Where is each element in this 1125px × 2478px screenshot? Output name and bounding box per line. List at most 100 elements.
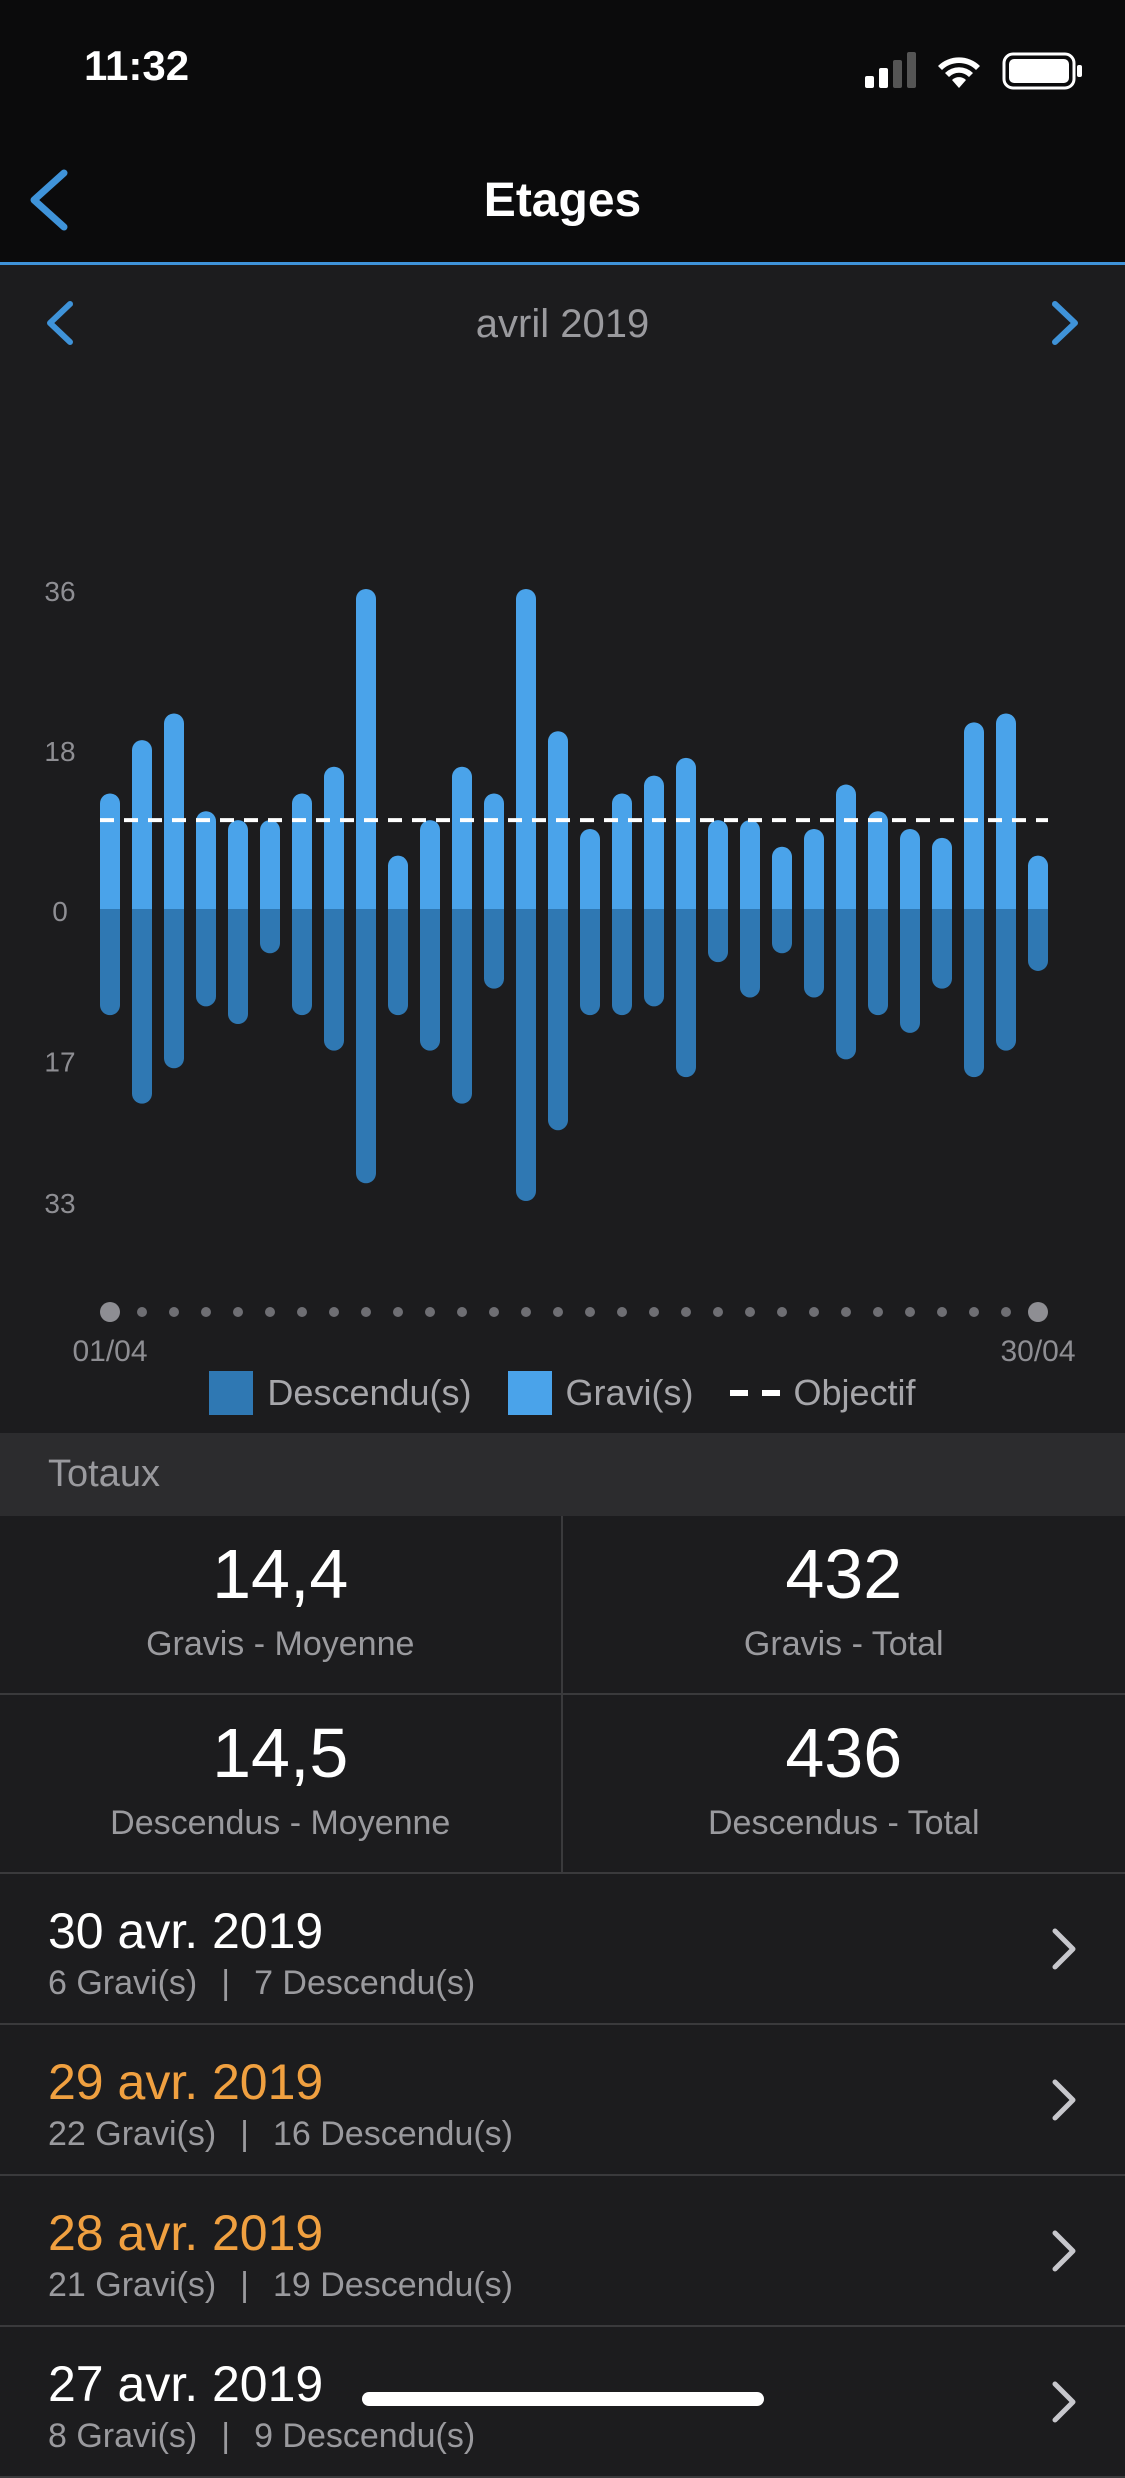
stat-climbed-average: 14,4 Gravis - Moyenne [0, 1516, 563, 1695]
legend-goal-dash [730, 1390, 780, 1396]
totals-header: Totaux [0, 1433, 1125, 1516]
day-climbed: 21 Gravi(s) [48, 2266, 216, 2304]
bar-climbed [612, 793, 632, 909]
bar-climbed [740, 820, 760, 909]
totals-grid: 14,4 Gravis - Moyenne 432 Gravis - Total… [0, 1516, 1125, 1874]
bar-descended [132, 909, 152, 1104]
bar-climbed [804, 829, 824, 909]
x-axis-dot[interactable] [457, 1307, 467, 1317]
bar-descended [420, 909, 440, 1051]
x-axis-dot[interactable] [297, 1307, 307, 1317]
day-descended: 19 Descendu(s) [273, 2266, 513, 2304]
bar-climbed [356, 589, 376, 909]
bar-descended [196, 909, 216, 1006]
bar-descended [324, 909, 344, 1051]
bar-descended [356, 909, 376, 1183]
legend-descended-label: Descendu(s) [267, 1372, 471, 1414]
day-date: 27 avr. 2019 [48, 2355, 323, 2413]
x-axis-dot[interactable] [553, 1307, 563, 1317]
bar-descended [996, 909, 1016, 1051]
bar-climbed [388, 856, 408, 909]
day-separator: | [240, 2115, 249, 2153]
day-descended: 16 Descendu(s) [273, 2115, 513, 2153]
x-axis-dot[interactable] [393, 1307, 403, 1317]
bar-climbed [932, 838, 952, 909]
bar-climbed [324, 767, 344, 909]
x-axis-dot[interactable] [969, 1307, 979, 1317]
home-indicator [362, 2392, 764, 2406]
x-axis-dot[interactable] [585, 1307, 595, 1317]
page-title: Etages [0, 173, 1125, 228]
x-axis-dot[interactable] [1001, 1307, 1011, 1317]
wifi-icon [938, 57, 980, 88]
x-axis-dot[interactable] [521, 1307, 531, 1317]
x-axis-dot[interactable] [937, 1307, 947, 1317]
x-axis-dot[interactable] [100, 1302, 120, 1322]
x-axis-dot[interactable] [905, 1307, 915, 1317]
x-axis-dot[interactable] [361, 1307, 371, 1317]
stat-value: 14,4 [0, 1536, 561, 1613]
x-axis-dot[interactable] [169, 1307, 179, 1317]
signal-icon [865, 52, 916, 88]
x-axis-dot[interactable] [649, 1307, 659, 1317]
bar-climbed [292, 793, 312, 909]
x-axis-dot[interactable] [617, 1307, 627, 1317]
bar-descended [900, 909, 920, 1033]
x-axis-dot[interactable] [777, 1307, 787, 1317]
x-tick-label: 01/04 [72, 1335, 147, 1368]
x-tick-label: 30/04 [1000, 1335, 1075, 1368]
bar-descended [228, 909, 248, 1024]
bar-descended [260, 909, 280, 953]
bar-climbed [836, 785, 856, 909]
bar-climbed [260, 820, 280, 909]
x-axis-dot[interactable] [1028, 1302, 1048, 1322]
day-row[interactable]: 29 avr. 2019 22 Gravi(s)|16 Descendu(s) [0, 2025, 1125, 2176]
stat-value: 14,5 [0, 1715, 561, 1792]
x-axis-dot[interactable] [425, 1307, 435, 1317]
stat-descended-total: 436 Descendus - Total [563, 1695, 1125, 1874]
bar-descended [580, 909, 600, 1015]
bar-climbed [964, 722, 984, 909]
x-axis-dot[interactable] [713, 1307, 723, 1317]
next-month-chevron-icon[interactable] [1045, 298, 1085, 348]
x-axis-dot[interactable] [137, 1307, 147, 1317]
bar-climbed [708, 820, 728, 909]
x-axis-dot[interactable] [873, 1307, 883, 1317]
day-detail: 6 Gravi(s)|7 Descendu(s) [48, 1964, 475, 2003]
day-date: 30 avr. 2019 [48, 1902, 323, 1960]
x-axis-dot[interactable] [265, 1307, 275, 1317]
x-axis-dot[interactable] [841, 1307, 851, 1317]
bar-descended [644, 909, 664, 1006]
bar-climbed [644, 776, 664, 909]
x-axis-dot[interactable] [329, 1307, 339, 1317]
day-row[interactable]: 30 avr. 2019 6 Gravi(s)|7 Descendu(s) [0, 1874, 1125, 2025]
stat-label: Descendus - Total [563, 1804, 1125, 1843]
chevron-right-icon [1049, 2228, 1079, 2274]
y-tick-label: 33 [44, 1188, 75, 1219]
chevron-right-icon [1049, 2077, 1079, 2123]
x-axis-dot[interactable] [489, 1307, 499, 1317]
day-row[interactable]: 28 avr. 2019 21 Gravi(s)|19 Descendu(s) [0, 2176, 1125, 2327]
day-date: 28 avr. 2019 [48, 2204, 323, 2262]
x-axis-dot[interactable] [745, 1307, 755, 1317]
bar-climbed [100, 793, 120, 909]
x-axis-dot[interactable] [681, 1307, 691, 1317]
x-axis-dot[interactable] [233, 1307, 243, 1317]
bar-descended [740, 909, 760, 997]
bar-descended [708, 909, 728, 962]
day-detail: 22 Gravi(s) | 16 Descendu(s) [48, 2115, 513, 2154]
x-axis-dot[interactable] [201, 1307, 211, 1317]
bar-descended [388, 909, 408, 1015]
day-climbed: 22 Gravi(s) [48, 2115, 216, 2153]
legend-goal-label: Objectif [794, 1372, 916, 1414]
bar-climbed [164, 713, 184, 909]
bar-climbed [420, 820, 440, 909]
x-axis-dot[interactable] [809, 1307, 819, 1317]
bar-descended [100, 909, 120, 1015]
day-detail: 21 Gravi(s)|19 Descendu(s) [48, 2266, 513, 2305]
bar-climbed [452, 767, 472, 909]
month-label: avril 2019 [0, 302, 1125, 347]
bar-descended [772, 909, 792, 953]
day-climbed: 8 Gravi(s) [48, 2417, 197, 2455]
day-separator: | [221, 2417, 230, 2455]
